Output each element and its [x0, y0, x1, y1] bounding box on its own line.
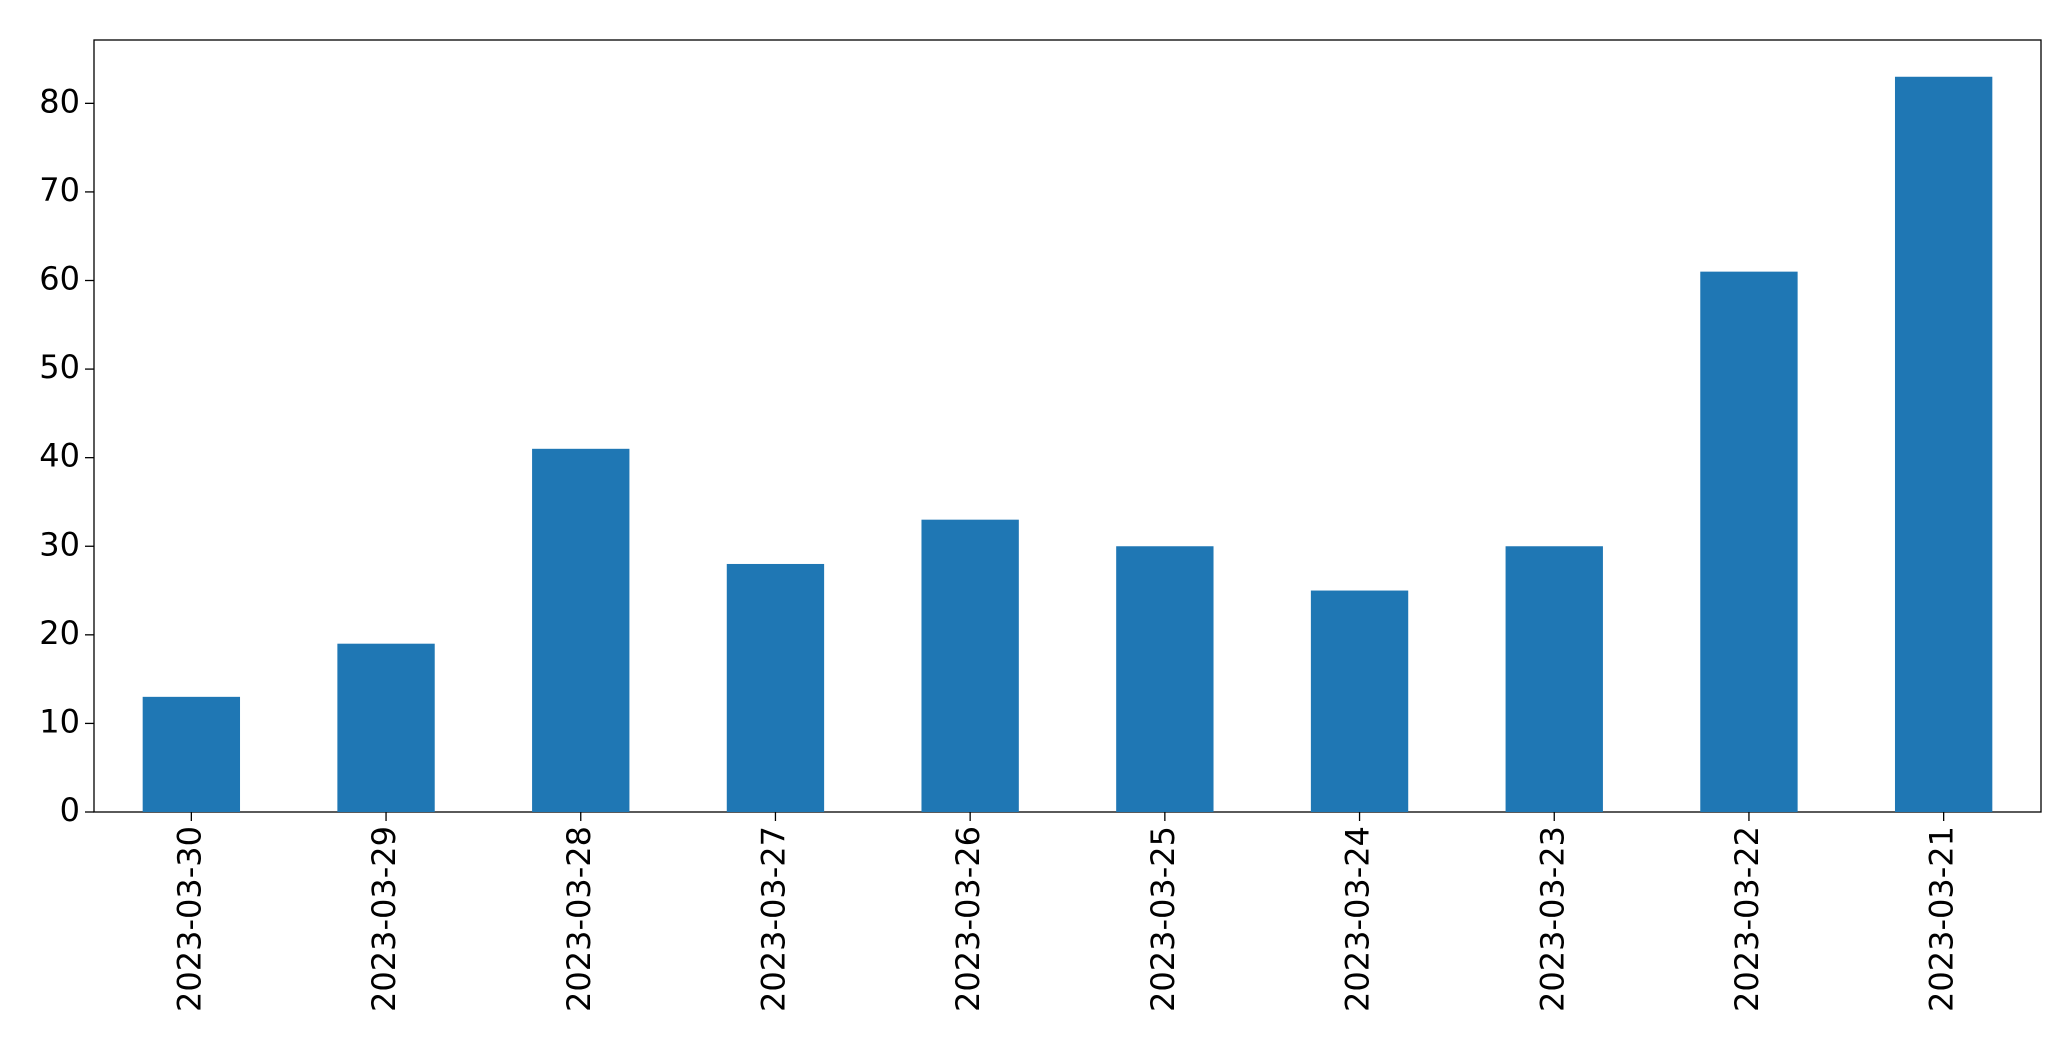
bar [726, 563, 825, 812]
y-tick-label: 0 [60, 791, 80, 829]
x-tick-label: 2023-03-23 [1533, 826, 1571, 1012]
x-tick-label: 2023-03-28 [560, 826, 598, 1012]
x-tick-label: 2023-03-27 [754, 826, 792, 1012]
x-tick-label: 2023-03-25 [1144, 826, 1182, 1012]
x-tick-label: 2023-03-26 [949, 826, 987, 1012]
bar [142, 696, 241, 812]
x-tick-label: 2023-03-29 [365, 826, 403, 1012]
x-tick-label: 2023-03-30 [170, 826, 208, 1012]
bar [1894, 76, 1993, 812]
x-tick-label: 2023-03-21 [1923, 826, 1961, 1012]
bar [921, 519, 1019, 812]
plot-frame [93, 39, 2042, 813]
y-tick-label: 40 [39, 437, 80, 475]
x-tick-label: 2023-03-24 [1339, 826, 1377, 1012]
y-tick-label: 10 [39, 702, 80, 740]
x-tick-label: 2023-03-22 [1728, 826, 1766, 1012]
bar [1116, 546, 1214, 812]
y-tick-label: 80 [39, 82, 80, 120]
bar [1310, 590, 1409, 812]
y-tick-label: 20 [39, 614, 80, 652]
y-tick-label: 60 [39, 260, 80, 298]
bar [532, 448, 630, 812]
y-tick-label: 50 [39, 348, 80, 386]
bar [337, 643, 435, 812]
bar [1700, 271, 1798, 812]
y-tick-label: 70 [39, 171, 80, 209]
y-tick-label: 30 [39, 525, 80, 563]
bar [1505, 546, 1603, 812]
